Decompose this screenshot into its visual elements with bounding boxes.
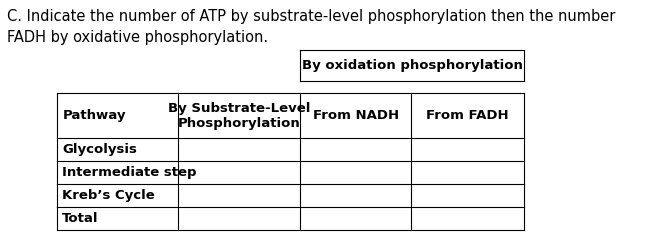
Text: By oxidation phosphorylation: By oxidation phosphorylation	[302, 59, 523, 72]
Text: By Substrate-Level
Phosphorylation: By Substrate-Level Phosphorylation	[168, 102, 310, 130]
Text: Total: Total	[62, 212, 99, 225]
Text: Glycolysis: Glycolysis	[62, 143, 137, 156]
Text: Kreb’s Cycle: Kreb’s Cycle	[62, 189, 155, 202]
Text: C. Indicate the number of ATP by substrate-level phosphorylation then the number: C. Indicate the number of ATP by substra…	[7, 9, 616, 45]
Text: Intermediate step: Intermediate step	[62, 166, 197, 179]
Text: From NADH: From NADH	[312, 109, 399, 122]
Text: From FADH: From FADH	[426, 109, 509, 122]
Text: Pathway: Pathway	[62, 109, 126, 122]
